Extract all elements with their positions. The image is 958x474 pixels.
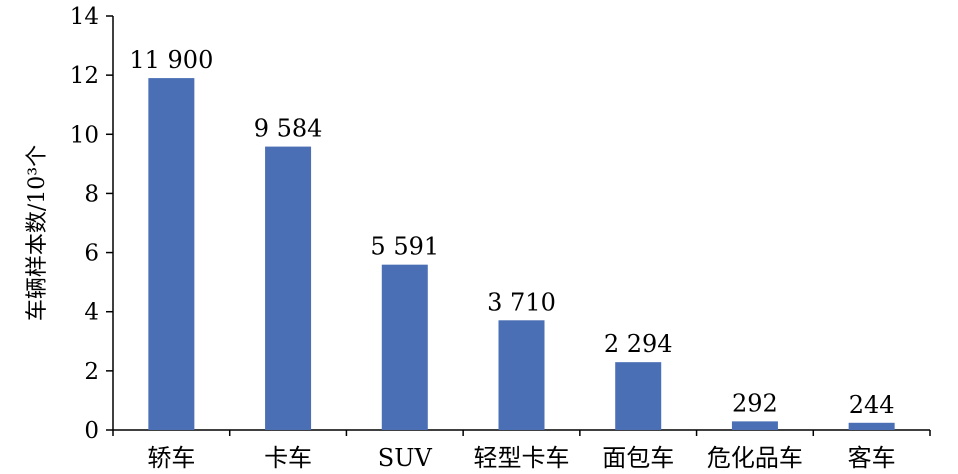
y-tick-label: 14 — [70, 4, 99, 30]
data-label: 11 900 — [129, 46, 213, 74]
x-category-label: 卡车 — [264, 444, 312, 472]
y-tick-label: 6 — [84, 241, 99, 267]
x-axis: 轿车 卡车 SUV 轻型卡车 面包车 危化品车 客车 — [112, 429, 931, 472]
y-tick-label: 8 — [84, 181, 99, 207]
bars — [148, 78, 895, 430]
data-labels: 11 900 9 584 5 591 3 710 2 294 292 244 — [129, 46, 894, 419]
bar — [381, 264, 428, 430]
y-tick-label: 12 — [70, 63, 99, 89]
y-tick-label: 0 — [84, 418, 99, 444]
x-category-label: 面包车 — [602, 444, 674, 472]
data-label: 9 584 — [254, 115, 323, 143]
data-label: 2 294 — [604, 330, 673, 358]
y-axis: 0 2 4 6 8 10 12 14 — [70, 4, 114, 444]
y-tick-label: 4 — [84, 300, 99, 326]
x-category-label: 轻型卡车 — [474, 444, 570, 472]
x-category-label: SUV — [378, 444, 433, 472]
y-axis-title: 车辆样本数/10³个 — [25, 145, 50, 321]
bar — [498, 320, 545, 430]
bar — [265, 146, 312, 430]
data-label: 5 591 — [370, 233, 439, 261]
x-category-label: 轿车 — [147, 444, 195, 472]
bar — [615, 362, 662, 430]
x-category-label: 客车 — [848, 444, 896, 472]
y-tick-label: 10 — [70, 122, 99, 148]
y-tick-label: 2 — [84, 359, 99, 385]
data-label: 3 710 — [487, 288, 556, 316]
bar — [731, 421, 778, 430]
bar — [148, 78, 195, 430]
x-category-label: 危化品车 — [707, 444, 803, 472]
bar — [848, 422, 895, 430]
data-label: 244 — [849, 391, 895, 419]
data-label: 292 — [732, 389, 778, 417]
